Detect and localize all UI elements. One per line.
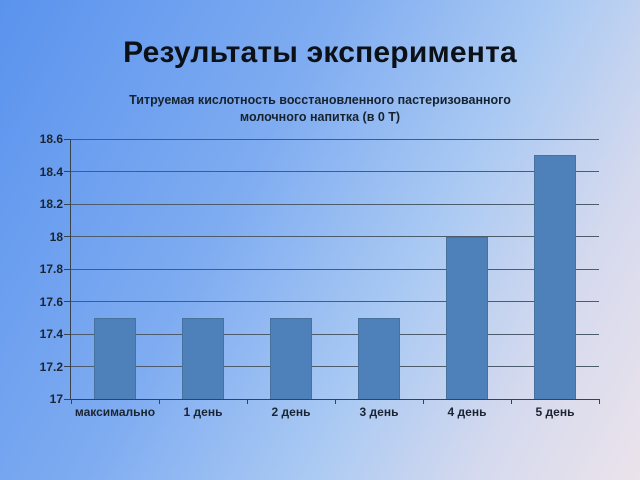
gridline — [71, 366, 599, 367]
gridline — [71, 301, 599, 302]
gridline — [71, 333, 599, 335]
bar — [182, 317, 224, 399]
chart-title-line-2: молочного напитка (в 0 Т) — [239, 109, 401, 124]
y-axis-tick — [64, 301, 71, 302]
gridline — [71, 236, 599, 237]
x-axis-tick — [510, 399, 512, 404]
y-axis-tick — [64, 366, 71, 367]
slide-title: Результаты эксперимента — [123, 36, 517, 69]
y-tick-label: 17.8 — [39, 262, 63, 276]
y-axis-tick — [64, 333, 71, 335]
y-axis-tick — [64, 171, 71, 172]
bar — [270, 317, 312, 399]
x-axis-tick — [158, 399, 160, 404]
chart-title: Титруемая кислотность восстановленного п… — [70, 92, 570, 125]
x-tick-label: 5 день — [535, 405, 575, 419]
x-tick-label: 2 день — [271, 405, 311, 419]
y-axis-tick — [64, 138, 71, 140]
x-axis-tick — [598, 399, 600, 404]
x-tick-label: 1 день — [183, 405, 223, 419]
gridline — [71, 171, 599, 172]
y-tick-label: 18.4 — [39, 164, 63, 179]
y-tick-label: 17.4 — [39, 327, 63, 341]
y-tick-label: 17 — [49, 392, 63, 406]
bar — [358, 317, 400, 399]
chart-title-line-1: Титруемая кислотность восстановленного п… — [129, 93, 511, 107]
gridline — [71, 203, 599, 205]
y-tick-label: 17.6 — [39, 294, 63, 309]
x-axis-tick — [422, 399, 424, 404]
y-axis-tick — [64, 398, 71, 400]
x-tick-label: максимально — [74, 405, 156, 419]
x-tick-label: 4 день — [447, 405, 487, 419]
y-axis-tick — [64, 203, 71, 205]
bar — [446, 236, 488, 399]
x-axis-tick — [334, 399, 336, 404]
plot-area: 17 17.2 17.4 17.6 17.8 18 18.2 18.4 18.6 максимал… — [40, 132, 600, 419]
gridline — [71, 138, 599, 140]
x-axis-tick — [70, 399, 72, 404]
y-tick-label: 17.2 — [39, 359, 63, 374]
y-tick-label: 18.2 — [39, 197, 63, 211]
y-axis-tick — [64, 268, 71, 270]
y-axis-tick — [64, 236, 71, 237]
bar — [534, 155, 576, 399]
y-tick-label: 18.6 — [39, 132, 63, 146]
x-tick-label: 3 день — [359, 405, 399, 419]
bar — [94, 317, 136, 399]
x-axis-tick — [246, 399, 248, 404]
gridline — [71, 268, 599, 270]
y-tick-label: 18 — [49, 229, 63, 244]
